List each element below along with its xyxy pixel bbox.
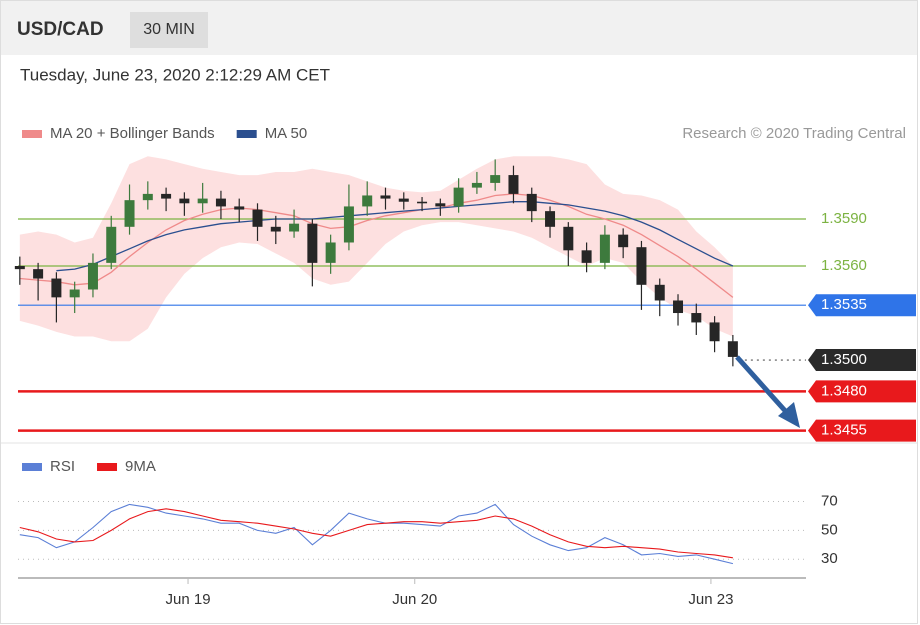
series-line <box>19 503 734 565</box>
interval-button[interactable] <box>130 12 208 48</box>
level-box <box>808 349 916 372</box>
candle-body <box>526 193 537 212</box>
candle-body <box>453 187 464 207</box>
candle-body <box>33 269 44 279</box>
candle-body <box>435 203 446 207</box>
legend-swatch <box>22 130 42 138</box>
candle-body <box>727 341 738 357</box>
legend-label: MA 20 + Bollinger Bands <box>50 125 215 142</box>
overlay-line <box>56 201 734 272</box>
candle-body <box>289 223 300 232</box>
candle-body <box>380 195 391 199</box>
price-panel: 1.3590 1.3560 1.3535 1.3500 1.3480 1.3455 MA 2… <box>14 125 916 442</box>
candle-body <box>87 262 98 290</box>
candle-body <box>69 289 80 298</box>
candle-body <box>252 209 263 227</box>
credit: Research © 2020 Trading Central <box>682 125 906 142</box>
arrow-shaft <box>735 355 790 416</box>
candle-body <box>307 223 318 263</box>
forecast-arrow <box>735 355 800 428</box>
candle-body <box>636 247 647 285</box>
legend-swatch <box>236 130 257 138</box>
y-tick-label: 50 <box>821 521 838 538</box>
candle-body <box>490 175 501 183</box>
candle-body <box>508 175 519 194</box>
candle-body <box>362 195 373 207</box>
candle-body <box>325 242 336 263</box>
level-label: 1.3560 <box>821 257 867 274</box>
candle-body <box>124 200 135 227</box>
candle-body <box>599 234 610 263</box>
legend-label: RSI <box>50 458 75 475</box>
x-tick-label: Jun 19 <box>166 591 211 608</box>
overlay-line <box>19 193 734 298</box>
candle-body <box>673 300 684 314</box>
y-tick-label: 70 <box>821 493 838 510</box>
candle-body <box>545 211 556 227</box>
interval[interactable]: 30 MIN <box>143 21 195 38</box>
candle-body <box>471 182 482 188</box>
candle-body <box>14 266 25 270</box>
candle-body <box>709 322 720 342</box>
level-label: 1.3455 <box>821 422 867 439</box>
level-box <box>808 294 916 317</box>
candle-body <box>398 198 409 202</box>
candle-body <box>234 206 245 210</box>
legend-swatch <box>97 463 118 471</box>
candle-body <box>343 206 354 243</box>
candle-body <box>161 193 172 199</box>
candle-body <box>179 198 190 204</box>
legend-label: 9MA <box>125 458 156 475</box>
candle-body <box>142 193 153 201</box>
level-label: 1.3535 <box>821 296 867 313</box>
candle-body <box>51 278 62 298</box>
candle-body <box>654 284 665 301</box>
candle-body <box>618 234 629 248</box>
x-tick-label: Jun 23 <box>688 591 733 608</box>
candle-body <box>215 198 226 207</box>
candle-body <box>581 250 592 263</box>
level-label: 1.3590 <box>821 210 867 227</box>
series-line <box>19 508 733 559</box>
x-tick-label: Jun 20 <box>392 591 437 608</box>
candle-body <box>563 226 574 251</box>
level-label: 1.3500 <box>821 351 867 368</box>
y-tick-label: 30 <box>821 550 838 567</box>
timestamp: Tuesday, June 23, 2020 2:12:29 AM CET <box>20 65 330 84</box>
rsi-panel: 70 50 30 Jun 19 Jun 20 Jun 23 RSI 9MA <box>18 458 838 608</box>
candle-body <box>417 201 428 204</box>
candle-body <box>106 226 117 263</box>
level-box <box>808 419 916 442</box>
legend-label: MA 50 <box>265 125 308 142</box>
level-box <box>808 380 916 403</box>
arrow-head <box>778 402 800 428</box>
candle-body <box>270 226 281 232</box>
legend-swatch <box>22 463 42 471</box>
level-label: 1.3480 <box>821 382 867 399</box>
candle-body <box>197 198 208 204</box>
candle-body <box>691 313 702 323</box>
symbol: USD/CAD <box>17 19 104 40</box>
